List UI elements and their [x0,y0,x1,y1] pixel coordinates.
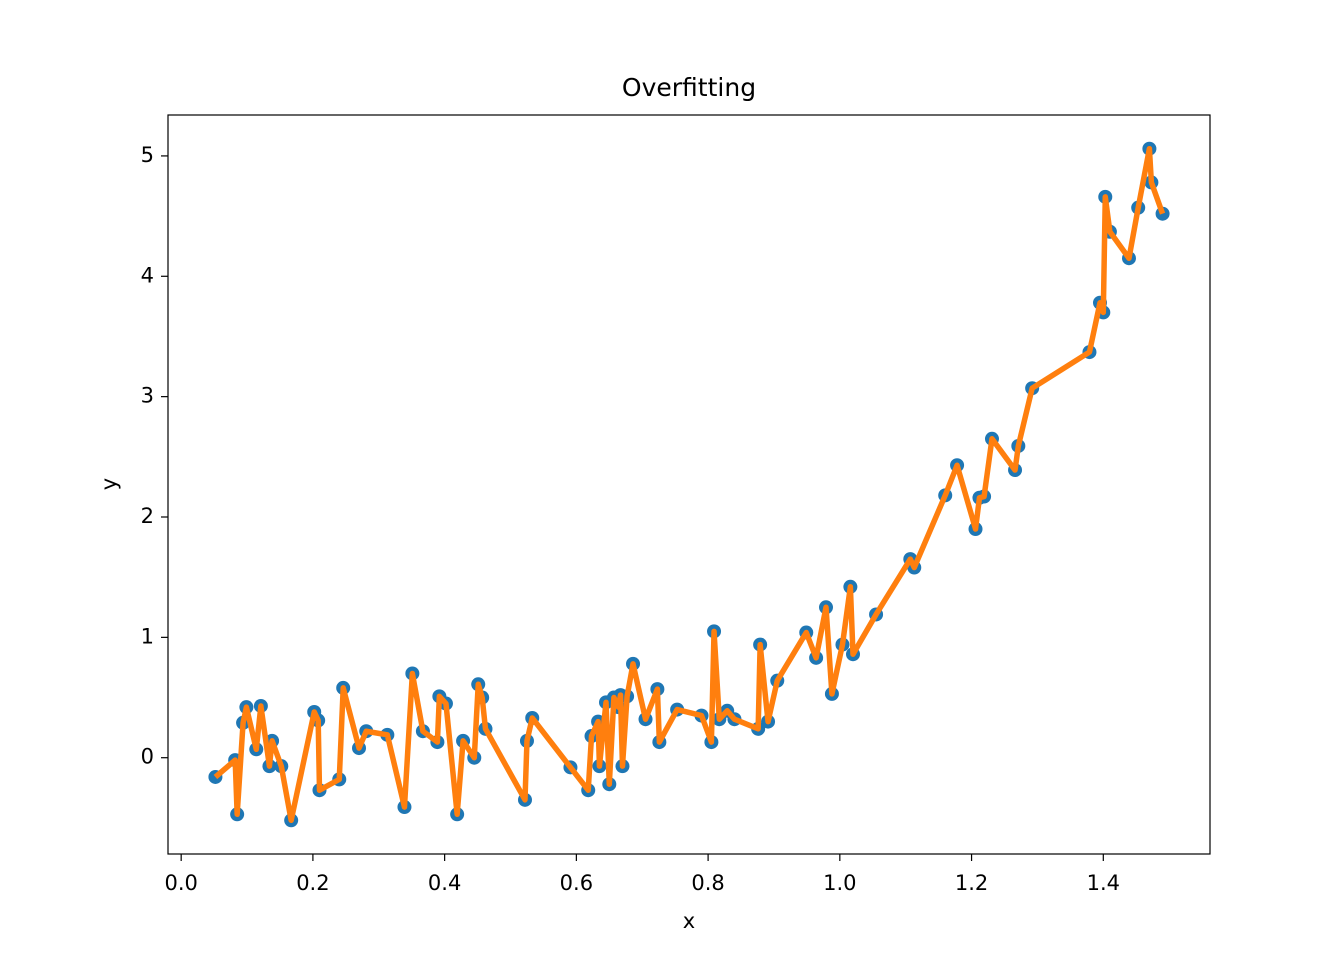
x-tick-label: 1.0 [823,871,856,895]
y-tick-label: 1 [141,624,154,648]
x-tick-label: 0.6 [560,871,593,895]
x-axis-label: x [683,909,695,933]
y-tick-label: 5 [141,143,154,167]
x-tick-label: 0.2 [296,871,329,895]
plot-frame [167,114,1211,855]
y-tick-label: 3 [141,384,154,408]
y-tick-label: 0 [141,745,154,769]
chart-title: Overfitting [622,73,756,102]
x-tick-label: 1.4 [1087,871,1120,895]
y-axis-label: y [97,478,121,490]
x-tick-label: 0.4 [428,871,461,895]
x-tick-label: 0.8 [691,871,724,895]
y-tick-label: 4 [141,263,154,287]
fit-line [213,145,1166,824]
y-tick-label: 2 [141,504,154,528]
x-tick-label: 0.0 [164,871,197,895]
x-tick-label: 1.2 [955,871,988,895]
